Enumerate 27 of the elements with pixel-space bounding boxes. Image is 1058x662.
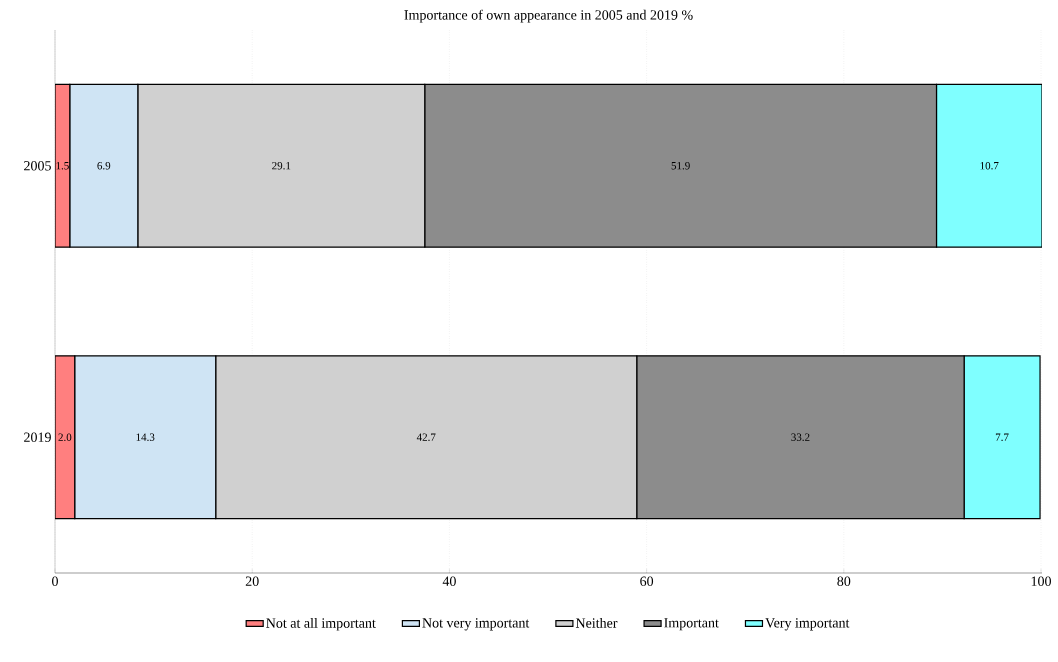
x-tick-label: 0 bbox=[52, 576, 58, 586]
bar bbox=[935, 83, 1043, 248]
legend-label: Not at all important bbox=[266, 617, 376, 631]
data-label: 29.1 bbox=[272, 162, 291, 170]
x-tick-label: 40 bbox=[442, 576, 456, 586]
legend-label: Not very important bbox=[422, 618, 530, 631]
legend-label: Important bbox=[664, 618, 719, 631]
data-label: 14.3 bbox=[136, 433, 155, 441]
x-tick-label: 60 bbox=[640, 576, 654, 586]
y-tick-label: 2005 bbox=[24, 161, 51, 171]
data-label: 42.7 bbox=[416, 433, 436, 441]
y-tick-label: 2019 bbox=[24, 432, 51, 442]
data-label: 1.5 bbox=[56, 162, 69, 170]
x-tick-label: 100 bbox=[1031, 576, 1051, 586]
data-label: 33.2 bbox=[791, 433, 810, 441]
data-label: 51.9 bbox=[671, 162, 690, 170]
x-tick-label: 20 bbox=[245, 576, 259, 586]
data-label: 7.7 bbox=[995, 433, 1009, 441]
legend-label: Very important bbox=[765, 618, 850, 631]
bar bbox=[55, 355, 76, 520]
chart-title: Importance of own appearance in 2005 and 2019 % bbox=[404, 9, 693, 23]
data-label: 6.9 bbox=[97, 162, 111, 170]
data-label: 10.7 bbox=[980, 162, 999, 170]
data-label: 2.0 bbox=[58, 433, 72, 441]
bar bbox=[963, 355, 1041, 520]
x-tick-label: 80 bbox=[837, 576, 851, 586]
legend-label: Neither bbox=[575, 617, 618, 628]
